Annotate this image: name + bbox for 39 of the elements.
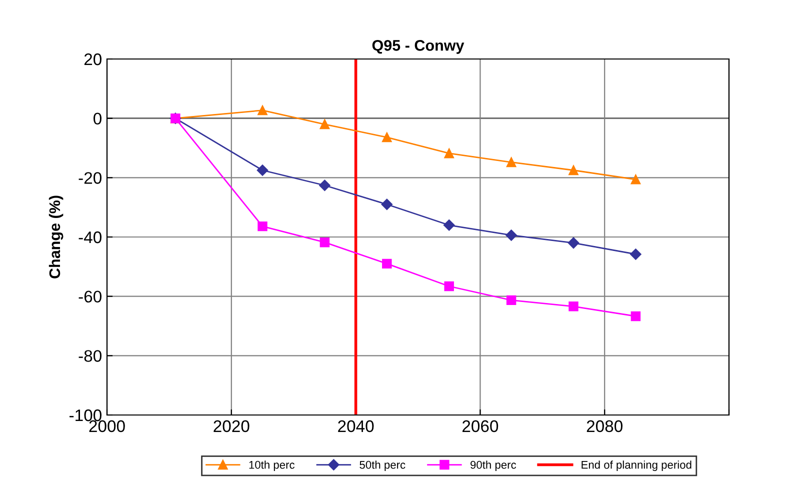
y-tick-label: 20	[84, 53, 102, 66]
point	[320, 119, 330, 130]
point	[382, 258, 392, 269]
point	[319, 180, 330, 191]
point	[630, 248, 642, 260]
point	[568, 302, 578, 312]
x-tick-label: 2080	[586, 420, 622, 432]
x-tick-label: 2000	[89, 420, 125, 432]
y-tick-label: -20	[78, 172, 102, 184]
y-axis-title: Change (%)	[48, 196, 64, 278]
point	[506, 157, 516, 168]
point	[568, 237, 580, 249]
point	[382, 132, 392, 142]
point	[443, 220, 455, 231]
point	[258, 105, 268, 116]
x-tick-label: 2060	[462, 420, 498, 432]
legend-label: 90th perc	[470, 460, 516, 471]
point	[256, 164, 268, 176]
point	[630, 174, 641, 184]
point	[506, 295, 516, 306]
point	[444, 281, 454, 292]
point	[258, 221, 268, 232]
x-tick-label: 2040	[338, 420, 374, 432]
legend-label: End of planning period	[582, 460, 692, 471]
point	[630, 311, 641, 322]
y-tick-label: 0	[94, 112, 102, 125]
point	[444, 148, 454, 158]
point	[568, 165, 578, 176]
legend-label: 50th perc	[360, 460, 406, 471]
y-tick-label: -80	[78, 350, 102, 362]
legend-label: 10th perc	[249, 460, 294, 471]
point	[506, 230, 517, 241]
point	[381, 198, 393, 210]
y-tick-label: -40	[78, 231, 102, 244]
x-tick-label: 2020	[214, 420, 250, 432]
y-tick-label: -60	[78, 290, 102, 303]
chart-title: Q95 - Conwy	[372, 40, 464, 54]
point	[320, 237, 330, 248]
y-tick-label: -100	[70, 409, 102, 422]
